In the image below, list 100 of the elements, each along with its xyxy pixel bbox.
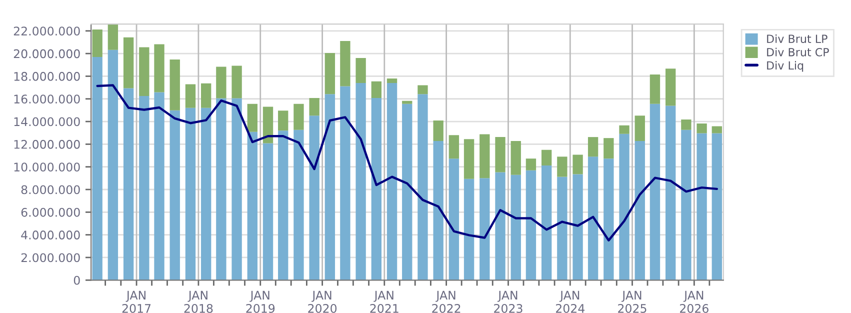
bar [433,120,444,142]
bar [294,104,304,130]
bar [340,86,350,280]
bar [696,123,707,134]
bar [170,110,180,280]
bar [541,150,552,166]
bar [526,170,536,280]
y-tick-label: 8.000.000 [21,185,80,194]
bar [526,158,536,170]
bar [356,58,366,84]
bar [572,174,583,280]
bar [170,60,180,110]
bar [371,81,382,98]
legend-label: Div Brut CP [767,48,829,56]
bar [216,66,226,98]
bar [232,98,242,280]
x-tick-label: JAN 2025 [618,290,646,313]
y-tick-label: 0 [74,276,80,285]
bar [712,126,722,134]
x-tick-label: JAN 2021 [370,290,398,313]
y-tick-label: 6.000.000 [21,208,80,217]
bar [696,133,707,280]
bar [139,47,150,96]
bar [371,98,382,280]
bar [557,176,568,280]
bar [247,132,258,280]
bar [634,116,645,142]
y-tick-label: 2.000.000 [21,253,80,262]
bar [356,83,366,280]
bar [402,104,412,280]
y-tick-label: 12.000.000 [14,140,80,149]
bar [619,125,630,134]
bar [324,94,336,280]
legend-label: Div Brut LP [767,34,828,44]
bar [433,141,444,280]
bar [123,37,134,88]
bar [402,100,412,104]
bar [123,88,134,280]
x-tick-label: JAN 2026 [680,290,708,313]
x-tick-label: JAN 2019 [246,290,275,313]
bar [604,158,614,280]
bar [495,137,506,172]
bar [541,165,552,280]
x-tick-label: JAN 2020 [308,290,337,313]
bar [200,108,212,280]
bar [666,106,676,280]
bar [154,92,164,280]
bar [324,52,336,94]
bar [185,84,196,108]
bar [340,40,350,86]
bar [92,30,102,57]
x-tick-label: JAN 2018 [184,290,213,313]
bar [480,178,490,280]
bar [619,134,630,280]
x-tick-label: JAN 2024 [556,290,585,313]
bar [634,141,645,280]
y-tick-label: 18.000.000 [14,72,80,81]
bar [604,138,614,159]
bar [386,78,398,84]
bar [510,174,521,280]
bar [247,104,258,132]
bar [262,106,274,144]
y-tick-label: 20.000.000 [14,49,80,58]
y-tick-label: 4.000.000 [21,230,80,240]
bar [232,66,242,98]
bar [557,156,568,177]
bar [185,108,196,280]
y-tick-label: 22.000.000 [14,26,80,36]
bar [139,96,150,280]
bar [200,83,212,108]
bar [154,44,164,92]
bar [464,139,474,179]
bar [309,116,320,280]
bar [294,130,304,280]
bar [278,130,288,280]
bar [712,133,722,280]
y-tick-label: 10.000.000 [14,162,80,172]
bar [572,154,583,174]
line-series [96,84,718,242]
bar [510,141,521,175]
bar [309,98,320,116]
bar [588,156,598,280]
x-tick-label: JAN 2023 [494,290,522,313]
bar [681,119,692,130]
bar [386,83,398,280]
bar [495,172,506,280]
bar [418,94,428,280]
x-tick-label: JAN 2017 [122,290,151,313]
x-tick-label: JAN 2022 [432,290,460,313]
legend-label: Div Liq [767,61,804,72]
bar [650,104,660,280]
bar [262,143,274,280]
bar [448,158,460,280]
bar [108,24,118,50]
bar [418,85,428,94]
bar [464,178,474,280]
bar [480,134,490,178]
bar [216,98,226,280]
bar [278,110,288,131]
bar [666,68,676,106]
